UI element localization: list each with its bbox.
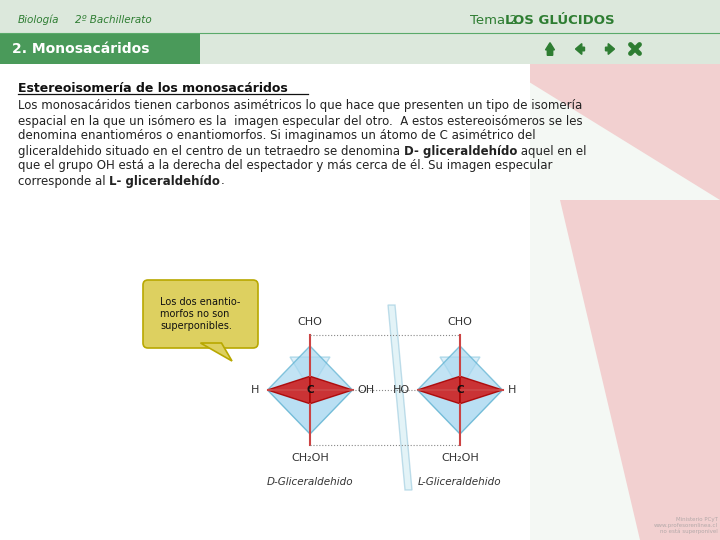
Text: Los monosacáridos tienen carbonos asimétricos lo que hace que presenten un tipo : Los monosacáridos tienen carbonos asimét…: [18, 99, 582, 112]
Text: D- gliceraldehído: D- gliceraldehído: [404, 145, 517, 158]
Text: que el grupo OH está a la derecha del espectador y más cerca de él. Su imagen es: que el grupo OH está a la derecha del es…: [18, 159, 552, 172]
Text: Los dos enantio-
morfos no son
superponibles.: Los dos enantio- morfos no son superponi…: [161, 298, 240, 330]
Polygon shape: [460, 376, 503, 404]
Polygon shape: [268, 390, 353, 434]
Text: .: .: [220, 174, 224, 187]
Text: D-Gliceraldehido: D-Gliceraldehido: [266, 477, 354, 487]
Text: Biología: Biología: [18, 15, 60, 25]
Text: CHO: CHO: [448, 317, 472, 327]
Polygon shape: [200, 343, 232, 361]
Polygon shape: [606, 44, 614, 55]
Polygon shape: [268, 346, 310, 390]
Text: C: C: [456, 385, 464, 395]
Polygon shape: [418, 390, 503, 434]
Polygon shape: [560, 200, 720, 540]
Polygon shape: [440, 357, 480, 390]
Polygon shape: [546, 43, 554, 55]
Text: Estereoisomería de los monosacáridos: Estereoisomería de los monosacáridos: [18, 82, 288, 94]
Text: denomina enantioméros o enantiomorfos. Si imaginamos un átomo de C asimétrico de: denomina enantioméros o enantiomorfos. S…: [18, 130, 536, 143]
Text: 2º Bachillerato: 2º Bachillerato: [75, 15, 152, 25]
Text: 2. Monosacáridos: 2. Monosacáridos: [12, 42, 150, 56]
Text: H: H: [251, 385, 259, 395]
Text: gliceraldehido situado en el centro de un tetraedro se denomina: gliceraldehido situado en el centro de u…: [18, 145, 404, 158]
Text: espacial en la que un isómero es la  imagen especular del otro.  A estos estereo: espacial en la que un isómero es la imag…: [18, 114, 582, 127]
Polygon shape: [310, 376, 353, 404]
FancyBboxPatch shape: [143, 280, 258, 348]
Text: CHO: CHO: [297, 317, 323, 327]
Text: corresponde al: corresponde al: [18, 174, 109, 187]
Polygon shape: [310, 346, 353, 390]
Text: CH₂OH: CH₂OH: [441, 453, 479, 463]
Text: aquel en el: aquel en el: [517, 145, 587, 158]
Polygon shape: [388, 305, 412, 490]
Polygon shape: [418, 376, 460, 404]
Bar: [0, 64, 720, 540]
Polygon shape: [500, 64, 720, 200]
Bar: [0, 64, 530, 540]
Polygon shape: [418, 346, 460, 390]
Bar: [0, 34, 200, 64]
Polygon shape: [575, 44, 585, 55]
Text: C: C: [306, 385, 314, 395]
Text: L-Gliceraldehido: L-Gliceraldehido: [418, 477, 502, 487]
Text: HO: HO: [392, 385, 410, 395]
Polygon shape: [460, 346, 503, 390]
Polygon shape: [290, 357, 330, 390]
Text: Ministerio PCyT
www.profesorenlinea.cl
no está superponivel: Ministerio PCyT www.profesorenlinea.cl n…: [654, 517, 718, 534]
Polygon shape: [268, 376, 310, 404]
Text: LOS GLÚCIDOS: LOS GLÚCIDOS: [505, 14, 615, 26]
Text: OH: OH: [358, 385, 374, 395]
Text: H: H: [508, 385, 516, 395]
Text: L- gliceraldehído: L- gliceraldehído: [109, 174, 220, 187]
Text: CH₂OH: CH₂OH: [291, 453, 329, 463]
Text: Tema 2.: Tema 2.: [470, 14, 526, 26]
